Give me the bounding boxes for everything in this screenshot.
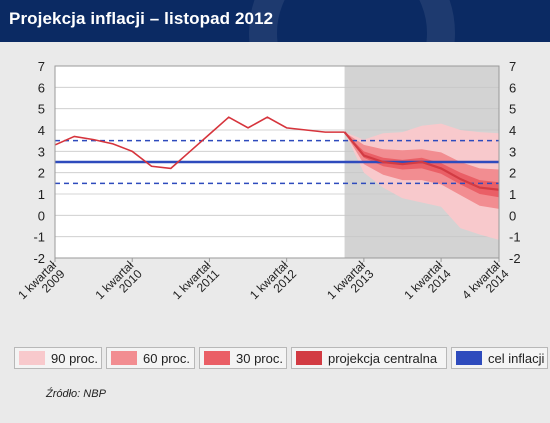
legend-item: 90 proc. xyxy=(14,347,102,369)
legend-item: 60 proc. xyxy=(106,347,195,369)
y-tick-right: -2 xyxy=(509,251,521,266)
legend-swatch xyxy=(296,351,322,365)
y-tick-right: 2 xyxy=(509,166,516,181)
fan-band-60 xyxy=(344,132,499,209)
central-projection-line xyxy=(343,131,500,191)
y-tick-left: -1 xyxy=(33,230,45,245)
cpi-history-line xyxy=(54,116,345,170)
legend-label: projekcja centralna xyxy=(328,350,438,366)
header-bar: Projekcja inflacji – listopad 2012 xyxy=(0,0,550,42)
y-tick-left: 3 xyxy=(38,144,45,159)
y-tick-left: 1 xyxy=(38,187,45,202)
plot-frame xyxy=(54,65,500,259)
y-tick-left: 2 xyxy=(38,166,45,181)
legend-swatch xyxy=(456,351,482,365)
legend-label: 60 proc. xyxy=(143,350,190,366)
y-tick-left: -2 xyxy=(33,251,45,266)
y-tick-left: 6 xyxy=(38,80,45,95)
fan-band-30 xyxy=(344,132,499,198)
legend-swatch xyxy=(19,351,45,365)
legend-label: cel inflacji xyxy=(488,350,545,366)
y-tick-right: 7 xyxy=(509,59,516,74)
y-tick-left: 0 xyxy=(38,208,45,223)
chart-title: Projekcja inflacji – listopad 2012 xyxy=(9,9,274,28)
legend-item: 30 proc. xyxy=(199,347,287,369)
source-note: Źródło: NBP xyxy=(46,388,106,400)
series-lines xyxy=(54,116,500,191)
legend-item: cel inflacji xyxy=(451,347,548,369)
legend-label: 30 proc. xyxy=(236,350,283,366)
legend-swatch xyxy=(111,351,137,365)
y-tick-left: 7 xyxy=(38,59,45,74)
y-tick-left: 4 xyxy=(38,123,45,138)
y-tick-right: 3 xyxy=(509,144,516,159)
header-decoration xyxy=(249,0,455,42)
y-tick-right: 6 xyxy=(509,80,516,95)
y-tick-right: -1 xyxy=(509,230,521,245)
y-tick-left: 5 xyxy=(38,102,45,117)
legend-swatch xyxy=(204,351,230,365)
fan-chart-bands xyxy=(344,123,499,240)
legend-label: 90 proc. xyxy=(51,350,98,366)
y-tick-right: 1 xyxy=(509,187,516,202)
y-tick-right: 4 xyxy=(509,123,516,138)
y-tick-right: 5 xyxy=(509,102,516,117)
legend-item: projekcja centralna xyxy=(291,347,447,369)
y-tick-right: 0 xyxy=(509,208,516,223)
